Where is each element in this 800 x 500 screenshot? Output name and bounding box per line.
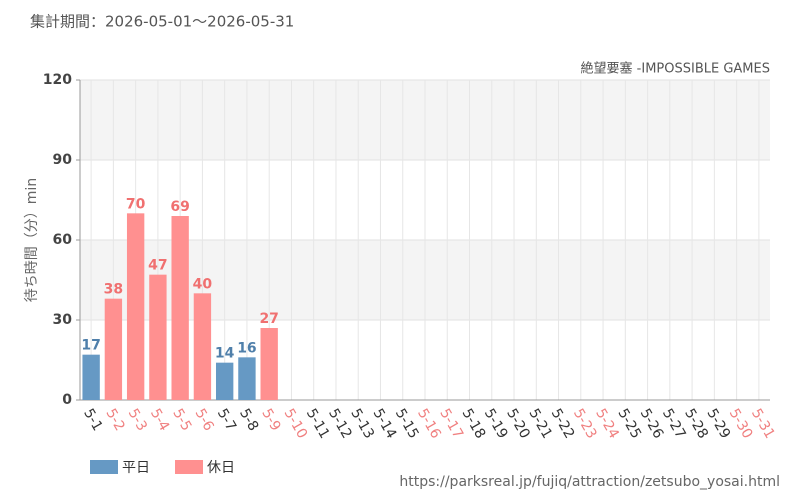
bar (104, 298, 123, 400)
x-tick-label: 5-4 (147, 406, 172, 434)
x-tick-label: 5-3 (125, 406, 150, 434)
x-tick-label: 5-6 (191, 406, 216, 434)
value-label: 47 (148, 258, 167, 274)
bar (82, 354, 100, 400)
bar (149, 274, 167, 400)
x-tick-label: 5-9 (258, 406, 283, 434)
legend-swatch (90, 460, 118, 474)
y-tick-label: 0 (62, 392, 72, 408)
y-tick-label: 90 (53, 152, 73, 168)
bar (126, 213, 145, 400)
y-tick-label: 60 (53, 232, 73, 248)
x-tick-label: 5-7 (214, 406, 239, 434)
y-axis-label: 待ち時間（分）min (24, 178, 40, 302)
value-label: 17 (81, 338, 100, 354)
value-label: 69 (170, 199, 189, 215)
y-tick-label: 30 (53, 312, 73, 328)
value-label: 70 (126, 196, 146, 212)
source: https://parksreal.jp/fujiq/attraction/ze… (399, 474, 780, 490)
chart-subtitle: 集計期間：2026-05-01～2026-05-31 (30, 13, 294, 31)
value-label: 16 (237, 340, 256, 356)
x-tick-label: 5-31 (748, 406, 778, 442)
annotation: 絶望要塞 -IMPOSSIBLE GAMES (581, 61, 770, 77)
legend-label: 平日 (122, 460, 150, 476)
legend-label: 休日 (207, 460, 235, 476)
value-label: 27 (259, 311, 278, 327)
value-label: 14 (215, 346, 235, 362)
legend-swatch (175, 460, 203, 474)
x-tick-label: 5-5 (169, 406, 194, 434)
value-label: 38 (104, 282, 123, 298)
x-tick-label: 5-8 (236, 406, 261, 434)
value-label: 40 (193, 276, 213, 292)
bar (238, 357, 256, 400)
x-tick-label: 5-2 (102, 406, 127, 434)
x-tick-label: 5-1 (80, 406, 105, 434)
bar (193, 293, 212, 400)
y-tick-label: 120 (43, 72, 72, 88)
bar (260, 328, 278, 400)
bar (215, 362, 234, 400)
bar (171, 216, 189, 400)
